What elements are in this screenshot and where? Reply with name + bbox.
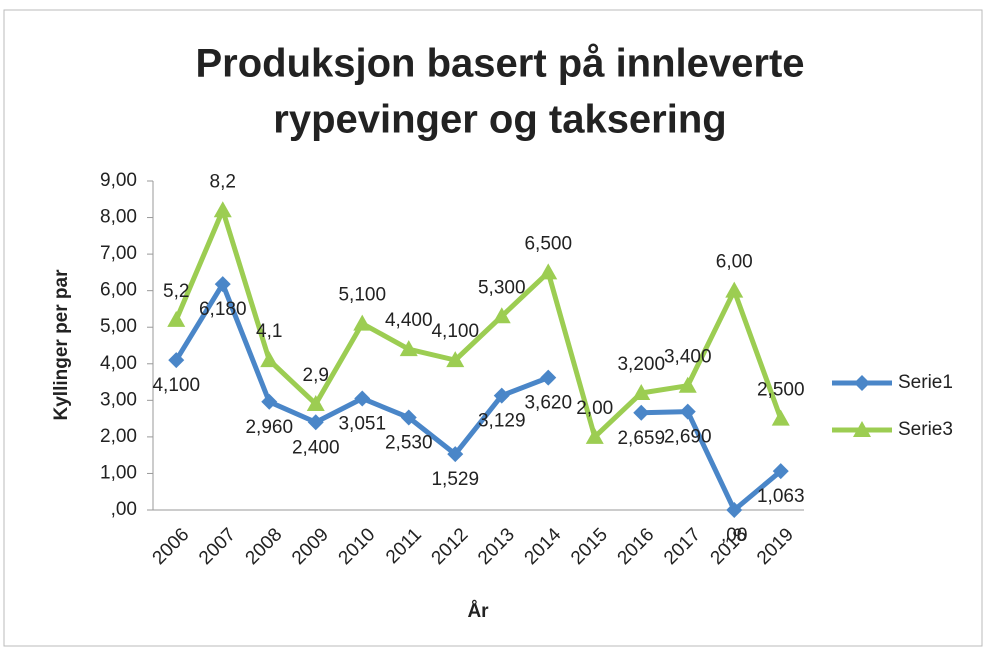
marker	[679, 403, 696, 420]
data-label: 6,00	[716, 252, 753, 273]
marker	[261, 393, 278, 410]
marker	[585, 427, 604, 444]
marker	[353, 314, 372, 331]
y-axis-label: Kyllinger per par	[51, 269, 72, 421]
data-label: 5,2	[163, 281, 189, 302]
chart-title: rypevinger og taksering	[273, 98, 726, 142]
data-label: 2,530	[385, 433, 433, 454]
marker	[725, 281, 744, 298]
data-label: 5,300	[478, 277, 526, 298]
legend-marker	[854, 375, 870, 391]
legend-label: Serie3	[898, 419, 953, 440]
data-label: 2,659	[617, 428, 665, 449]
data-label: 1,063	[757, 486, 805, 507]
y-tick-label: 5,00	[100, 316, 137, 337]
marker	[540, 369, 557, 386]
data-label: 3,200	[617, 354, 665, 375]
marker	[399, 340, 418, 357]
data-label: 6,500	[524, 233, 572, 254]
y-tick-label: 6,00	[100, 280, 137, 301]
y-tick-label: ,00	[111, 499, 137, 520]
marker	[632, 384, 651, 401]
chart-title: Produksjon basert på innleverte	[195, 42, 804, 86]
y-tick-label: 7,00	[100, 243, 137, 264]
marker	[772, 463, 789, 480]
y-tick-label: 9,00	[100, 170, 137, 191]
data-label: 6,180	[199, 299, 247, 320]
marker	[771, 409, 790, 426]
data-label: 4,400	[385, 310, 433, 331]
data-label: ,00	[721, 525, 747, 546]
marker	[633, 404, 650, 421]
marker	[446, 351, 465, 368]
data-label: 3,400	[664, 347, 712, 368]
y-tick-label: 1,00	[100, 462, 137, 483]
data-label: 2,500	[757, 380, 805, 401]
y-tick-label: 8,00	[100, 207, 137, 228]
data-label: 2,690	[664, 427, 712, 448]
data-label: 8,2	[210, 171, 236, 192]
data-label: 3,051	[338, 413, 386, 434]
marker	[213, 201, 232, 218]
marker	[214, 276, 231, 293]
marker	[678, 376, 697, 393]
marker	[539, 263, 558, 280]
data-label: 3,129	[478, 411, 526, 432]
data-label: 2,00	[576, 398, 613, 419]
legend-marker	[853, 421, 871, 437]
marker	[260, 351, 279, 368]
x-axis-label: År	[467, 601, 489, 622]
data-label: 2,960	[245, 417, 293, 438]
marker	[167, 310, 186, 327]
data-label: 2,9	[303, 365, 329, 386]
y-tick-label: 2,00	[100, 426, 137, 447]
marker	[400, 409, 417, 426]
series-line	[173, 207, 784, 440]
marker	[726, 502, 743, 518]
marker	[354, 390, 371, 407]
y-tick-label: 3,00	[100, 389, 137, 410]
marker	[493, 387, 510, 404]
marker	[168, 352, 185, 369]
data-label: 4,100	[152, 375, 200, 396]
legend-label: Serie1	[898, 372, 953, 393]
marker	[447, 446, 464, 463]
chart-frame	[3, 9, 983, 647]
y-tick-label: 4,00	[100, 353, 137, 374]
marker	[492, 307, 511, 324]
data-label: 3,620	[524, 393, 572, 414]
marker	[307, 414, 324, 431]
marker	[306, 394, 325, 411]
data-label: 4,1	[256, 321, 282, 342]
data-label: 4,100	[431, 321, 479, 342]
data-label: 5,100	[338, 285, 386, 306]
data-label: 1,529	[431, 469, 479, 490]
data-label: 2,400	[292, 437, 340, 458]
